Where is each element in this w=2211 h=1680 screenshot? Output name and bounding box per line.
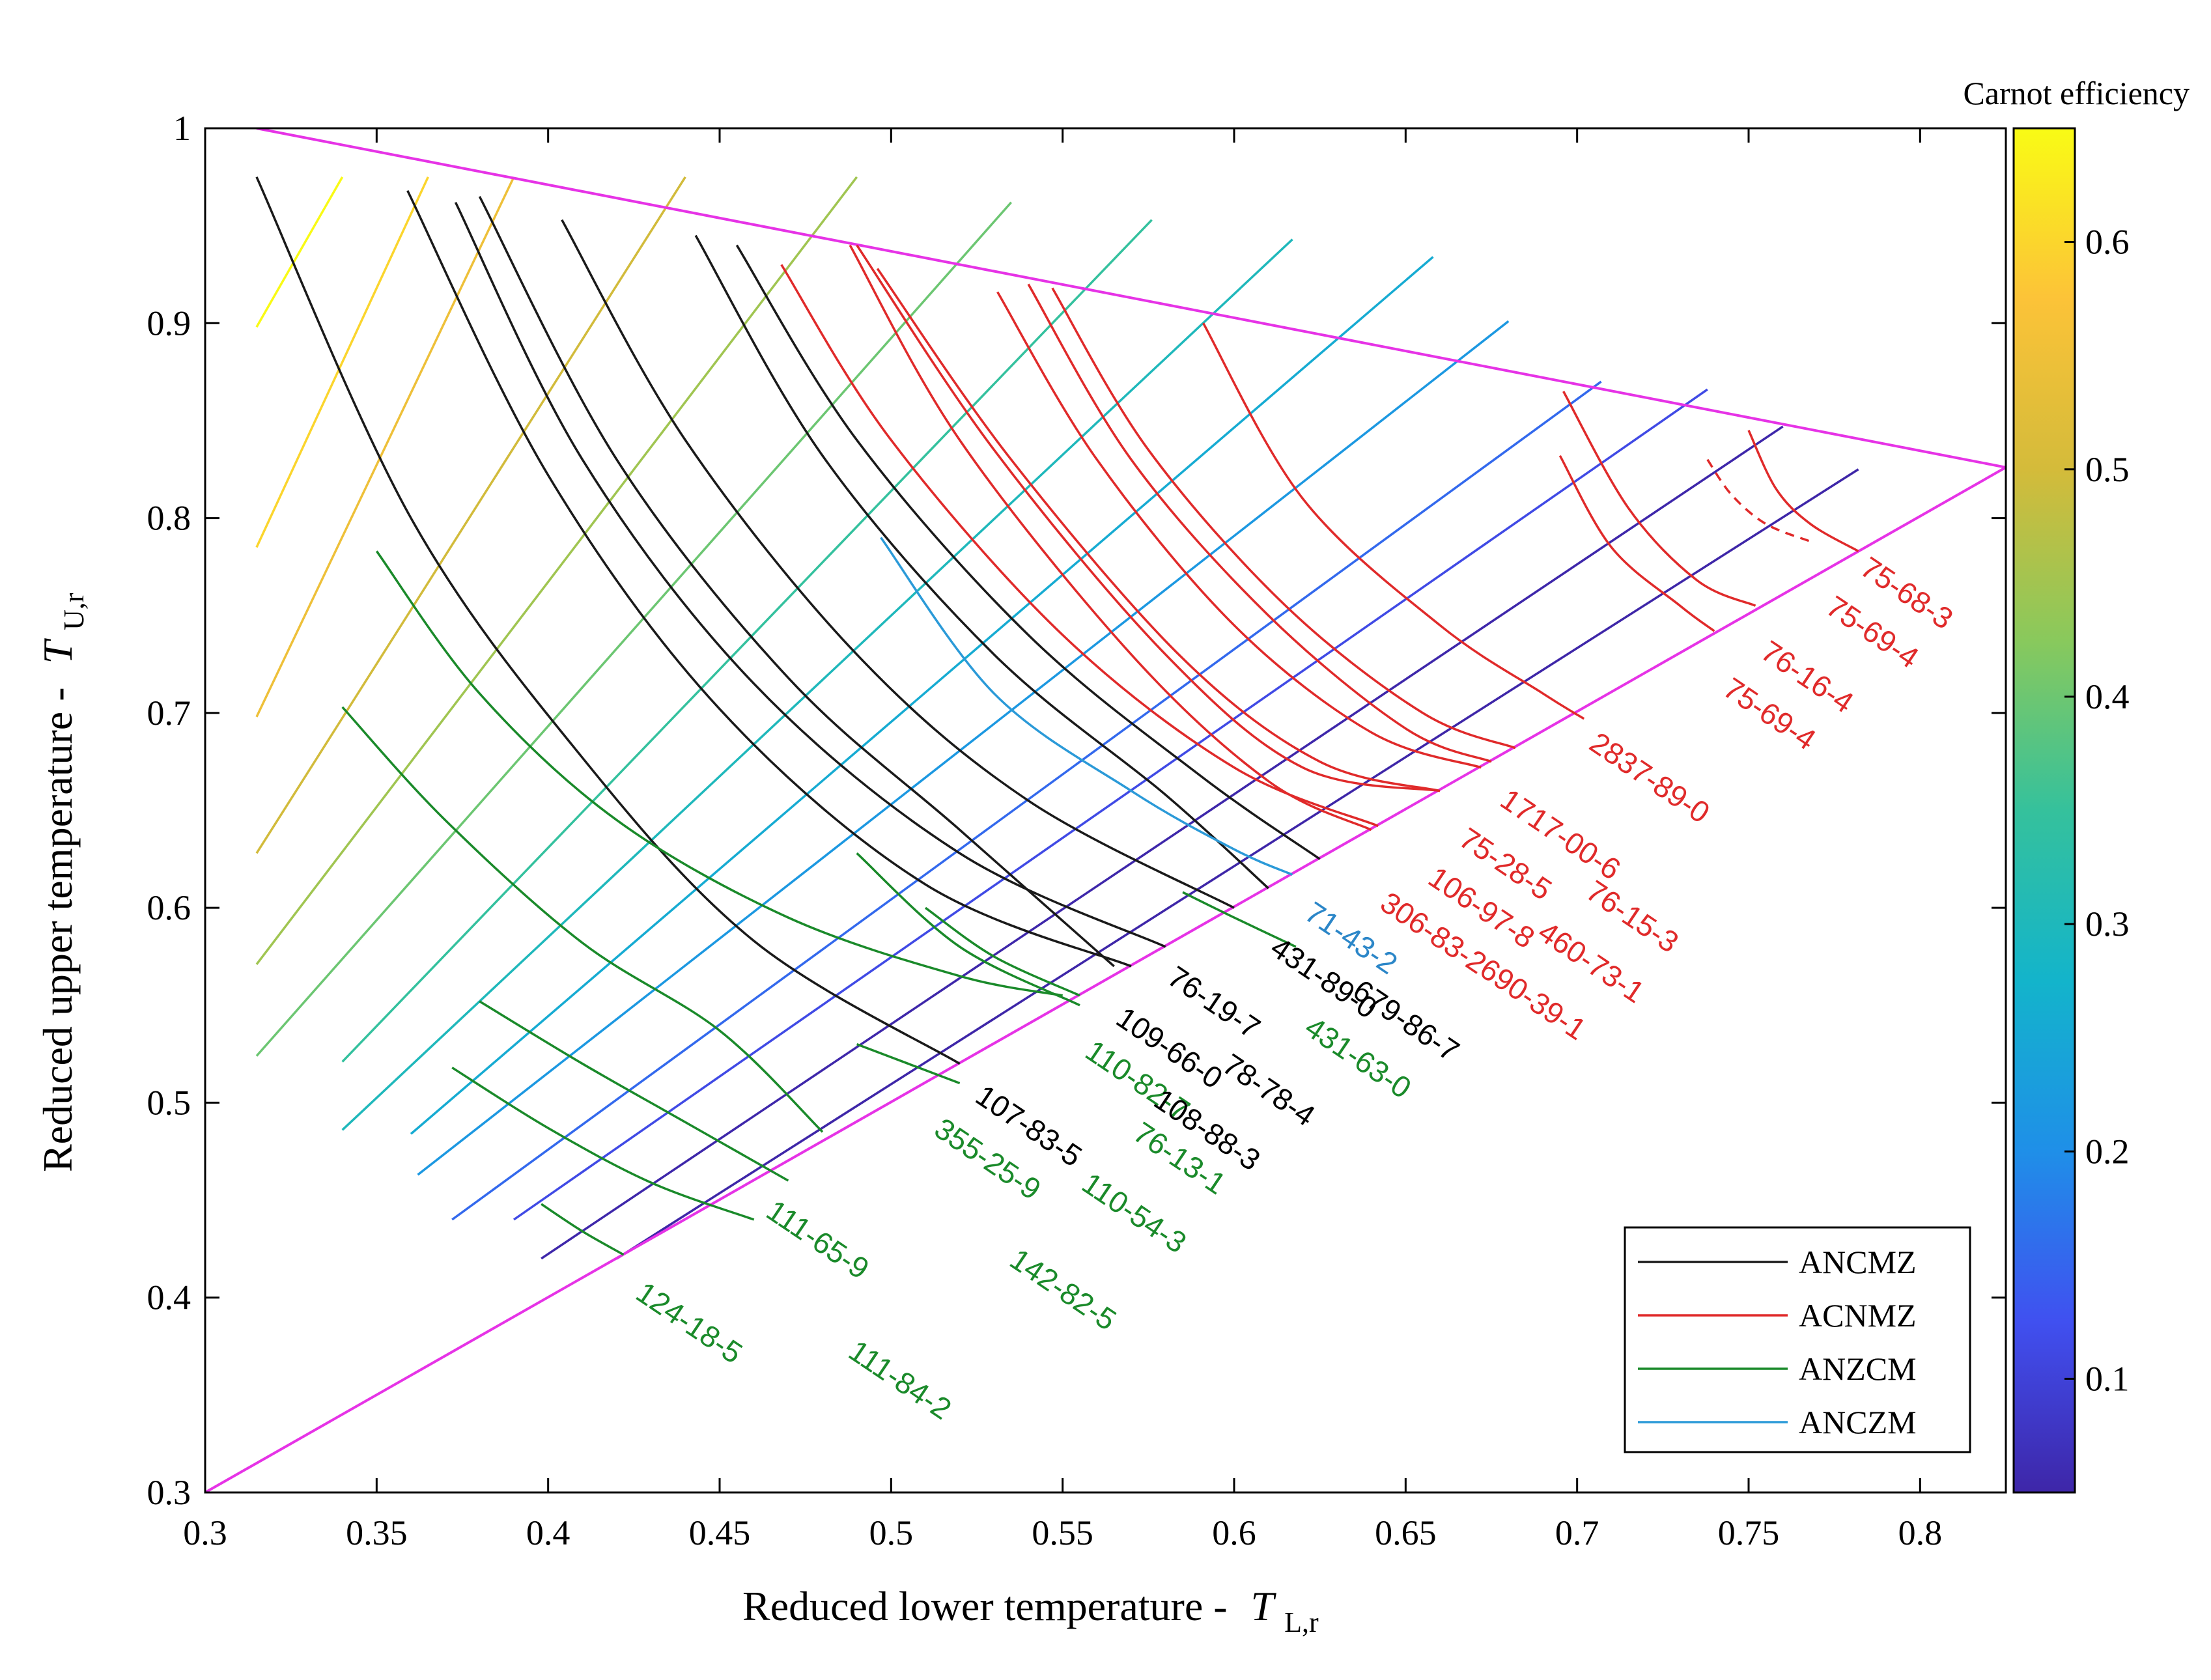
ticks-layer: 0.3 0.35 0.4 0.45 0.5 0.55 0.6 0.65 0.7 0.75 0.8 0.… [147, 109, 2006, 1552]
y-tick-label-0: 0.3 [147, 1473, 191, 1512]
y-axis-subscript: U,r [58, 593, 90, 630]
curve-acnmz-5 [1027, 283, 1492, 763]
legend-label-anczm: ANCZM [1799, 1404, 1917, 1440]
y-axis-title: Reduced upper temperature - T U,r [35, 593, 90, 1172]
colorbar-tick-label-0: 0.1 [2085, 1359, 2130, 1398]
x-tick-label-2: 0.4 [526, 1513, 570, 1552]
curve-ancmz-1 [406, 189, 1132, 968]
y-tick-label-2: 0.5 [147, 1083, 191, 1122]
iso-efficiency-line-12 [541, 425, 1784, 1260]
curve-anzcm-7 [856, 852, 1080, 1007]
curve-ancmz-3 [478, 195, 1115, 968]
curve-ancmz-5 [694, 234, 1269, 889]
legend: ANCMZ ACNMZ ANZCM ANCZM [1624, 1226, 1971, 1453]
curve-acnmz-10 [1706, 458, 1811, 543]
colorbar-ticks: 0.1 0.2 0.3 0.4 0.5 0.6 [2064, 223, 2130, 1398]
curve-acnmz-1 [856, 244, 1441, 792]
colorbar-tick-label-3: 0.4 [2085, 677, 2130, 716]
curve-anzcm-3 [451, 1067, 755, 1221]
curve-anzcm-6 [924, 906, 1080, 997]
x-axis-title: Reduced lower temperature - T L,r [742, 1583, 1319, 1638]
curve-ancmz-0 [255, 176, 961, 1065]
iso-efficiency-line-7 [341, 238, 1293, 1131]
curve-anczm-0 [880, 537, 1293, 876]
plot-frame [204, 127, 2007, 1494]
legend-entries: ANCMZ ACNMZ ANZCM ANCZM [1638, 1244, 1917, 1440]
legend-label-ancmz: ANCMZ [1799, 1244, 1917, 1280]
curve-anzcm-0 [375, 550, 1063, 997]
curve-ancmz-6 [735, 244, 1321, 860]
lines-layer [205, 128, 2006, 1492]
iso-efficiency-line-13 [616, 468, 1859, 1260]
x-tick-label-0: 0.3 [183, 1513, 227, 1552]
colorbar-tick-label-4: 0.5 [2085, 450, 2130, 489]
curve-acnmz-7 [1202, 322, 1585, 720]
curve-anzcm-2 [479, 1000, 789, 1182]
y-axis-symbol: T [35, 637, 81, 664]
curve-ancmz-4 [561, 219, 1235, 909]
curve-anzcm-4 [541, 1203, 625, 1256]
x-tick-label-6: 0.6 [1212, 1513, 1256, 1552]
legend-label-anzcm: ANZCM [1799, 1351, 1917, 1387]
legend-box [1624, 1226, 1971, 1453]
colorbar-tick-label-1: 0.2 [2085, 1132, 2130, 1171]
colorbar-tick-label-2: 0.3 [2085, 904, 2130, 944]
x-tick-label-1: 0.35 [346, 1513, 408, 1552]
y-tick-label-6: 0.9 [147, 303, 191, 343]
x-tick-label-3: 0.45 [689, 1513, 751, 1552]
y-tick-label-5: 0.8 [147, 499, 191, 538]
iso-efficiency-line-6 [341, 219, 1153, 1063]
iso-efficiency-line-2 [255, 176, 515, 718]
curve-ancmz-2 [454, 201, 1166, 948]
upper-boundary-line [256, 128, 2006, 469]
curve-acnmz-11 [1747, 430, 1859, 552]
colorbar-tick-label-5: 0.6 [2085, 223, 2130, 262]
iso-efficiency-line-8 [410, 256, 1434, 1135]
curve-acnmz-2 [876, 268, 1441, 792]
y-axis-title-text: Reduced upper temperature - [35, 687, 81, 1172]
iso-efficiency-line-9 [417, 320, 1510, 1176]
curve-acnmz-3 [780, 264, 1379, 828]
x-tick-label-7: 0.65 [1375, 1513, 1437, 1552]
y-tick-label-4: 0.7 [147, 693, 191, 733]
curve-acnmz-9 [1562, 391, 1756, 607]
curve-anzcm-8 [1182, 891, 1297, 948]
curve-acnmz-8 [1558, 455, 1715, 632]
diagonal-boundary-line [205, 466, 2006, 1492]
curve-acnmz-4 [996, 291, 1482, 769]
curve-acnmz-6 [1051, 287, 1516, 749]
x-tick-label-4: 0.5 [869, 1513, 914, 1552]
curve-anzcm-1 [341, 706, 824, 1133]
colorbar [2012, 127, 2076, 1494]
y-tick-label-1: 0.4 [147, 1278, 191, 1317]
x-tick-label-5: 0.55 [1032, 1513, 1093, 1552]
iso-efficiency-line-11 [513, 388, 1708, 1221]
y-tick-label-7: 1 [173, 109, 191, 148]
x-tick-label-8: 0.7 [1555, 1513, 1599, 1552]
iso-efficiency-line-3 [255, 176, 686, 854]
x-axis-subscript: L,r [1284, 1606, 1319, 1638]
x-tick-label-9: 0.75 [1718, 1513, 1780, 1552]
iso-efficiency-line-5 [255, 201, 1012, 1057]
iso-efficiency-line-1 [255, 176, 429, 548]
iso-efficiency-line-4 [255, 176, 858, 965]
colorbar-title: Carnot efficiency [1963, 75, 2190, 111]
iso-efficiency-line-0 [255, 176, 344, 328]
curve-anzcm-5 [856, 1043, 961, 1085]
x-axis-symbol: T [1251, 1583, 1277, 1629]
y-tick-label-3: 0.6 [147, 888, 191, 927]
legend-label-acnmz: ACNMZ [1799, 1297, 1917, 1334]
x-tick-label-10: 0.8 [1898, 1513, 1943, 1552]
x-axis-title-text: Reduced lower temperature - [742, 1583, 1228, 1629]
